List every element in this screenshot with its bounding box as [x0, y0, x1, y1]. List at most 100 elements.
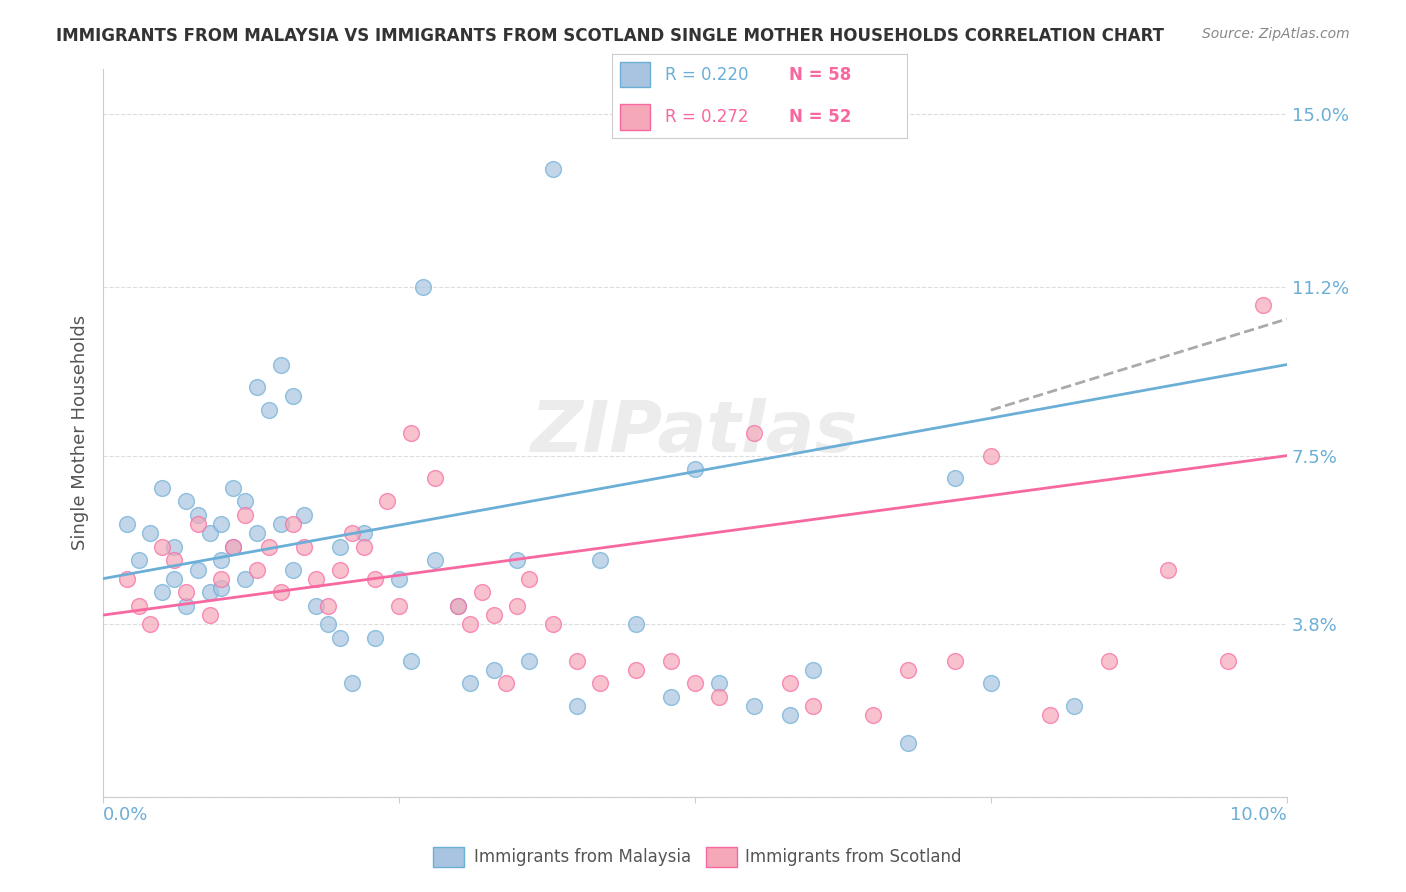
Point: [198, 585, 221, 599]
Text: R = 0.272: R = 0.272: [665, 108, 748, 126]
Point: [589, 676, 612, 690]
Point: [495, 676, 517, 690]
Point: [482, 663, 505, 677]
Point: [281, 389, 304, 403]
Point: [353, 540, 375, 554]
Point: [1157, 562, 1180, 576]
Point: [139, 617, 162, 632]
Point: [364, 631, 387, 645]
Point: [233, 508, 256, 522]
Point: [707, 676, 730, 690]
Point: [115, 516, 138, 531]
Y-axis label: Single Mother Households: Single Mother Households: [72, 315, 89, 550]
Point: [340, 526, 363, 541]
Point: [423, 553, 446, 567]
Point: [458, 617, 481, 632]
Point: [1039, 708, 1062, 723]
Point: [517, 572, 540, 586]
Point: [246, 380, 269, 394]
Point: [447, 599, 470, 613]
Point: [388, 572, 411, 586]
Point: [1251, 298, 1274, 312]
Point: [482, 608, 505, 623]
Point: [163, 572, 186, 586]
Point: [233, 494, 256, 508]
Point: [329, 562, 352, 576]
Point: [364, 572, 387, 586]
Point: [270, 585, 292, 599]
Point: [211, 553, 233, 567]
Point: [174, 599, 197, 613]
Point: [458, 676, 481, 690]
Point: [565, 654, 588, 668]
FancyBboxPatch shape: [620, 104, 650, 130]
Text: 10.0%: 10.0%: [1230, 806, 1286, 824]
Point: [683, 462, 706, 476]
Point: [707, 690, 730, 704]
Text: N = 52: N = 52: [789, 108, 851, 126]
FancyBboxPatch shape: [620, 62, 650, 87]
Point: [375, 494, 398, 508]
Point: [399, 425, 422, 440]
Point: [897, 735, 920, 749]
Point: [115, 572, 138, 586]
Point: [305, 572, 328, 586]
Text: R = 0.220: R = 0.220: [665, 66, 748, 84]
Point: [150, 540, 173, 554]
Point: [187, 516, 209, 531]
Point: [945, 654, 967, 668]
Point: [565, 699, 588, 714]
Point: [139, 526, 162, 541]
Point: [211, 572, 233, 586]
Point: [292, 540, 315, 554]
Point: [659, 654, 682, 668]
Point: [222, 540, 245, 554]
Point: [980, 449, 1002, 463]
Point: [198, 526, 221, 541]
Point: [659, 690, 682, 704]
Point: [281, 562, 304, 576]
Point: [329, 540, 352, 554]
Point: [163, 553, 186, 567]
Point: [211, 516, 233, 531]
Point: [246, 526, 269, 541]
Point: [801, 699, 824, 714]
Point: [779, 676, 801, 690]
Point: [128, 553, 150, 567]
Point: [517, 654, 540, 668]
Point: [1063, 699, 1085, 714]
Point: [292, 508, 315, 522]
Point: [388, 599, 411, 613]
Point: [399, 654, 422, 668]
Point: [801, 663, 824, 677]
Point: [506, 553, 529, 567]
Point: [150, 585, 173, 599]
Point: [270, 516, 292, 531]
Point: [128, 599, 150, 613]
Point: [233, 572, 256, 586]
Point: [353, 526, 375, 541]
Text: IMMIGRANTS FROM MALAYSIA VS IMMIGRANTS FROM SCOTLAND SINGLE MOTHER HOUSEHOLDS CO: IMMIGRANTS FROM MALAYSIA VS IMMIGRANTS F…: [56, 27, 1164, 45]
Point: [897, 663, 920, 677]
Point: [198, 608, 221, 623]
Point: [980, 676, 1002, 690]
Point: [1098, 654, 1121, 668]
Point: [222, 540, 245, 554]
Point: [211, 581, 233, 595]
Point: [779, 708, 801, 723]
Text: N = 58: N = 58: [789, 66, 851, 84]
Point: [742, 699, 765, 714]
Point: [541, 617, 564, 632]
Text: Immigrants from Scotland: Immigrants from Scotland: [745, 848, 962, 866]
Point: [624, 663, 647, 677]
Text: ZIPatlas: ZIPatlas: [531, 399, 859, 467]
Point: [683, 676, 706, 690]
Point: [270, 358, 292, 372]
Point: [945, 471, 967, 485]
Text: Immigrants from Malaysia: Immigrants from Malaysia: [474, 848, 690, 866]
Point: [423, 471, 446, 485]
Point: [412, 280, 434, 294]
Point: [862, 708, 884, 723]
Point: [541, 161, 564, 176]
Point: [163, 540, 186, 554]
